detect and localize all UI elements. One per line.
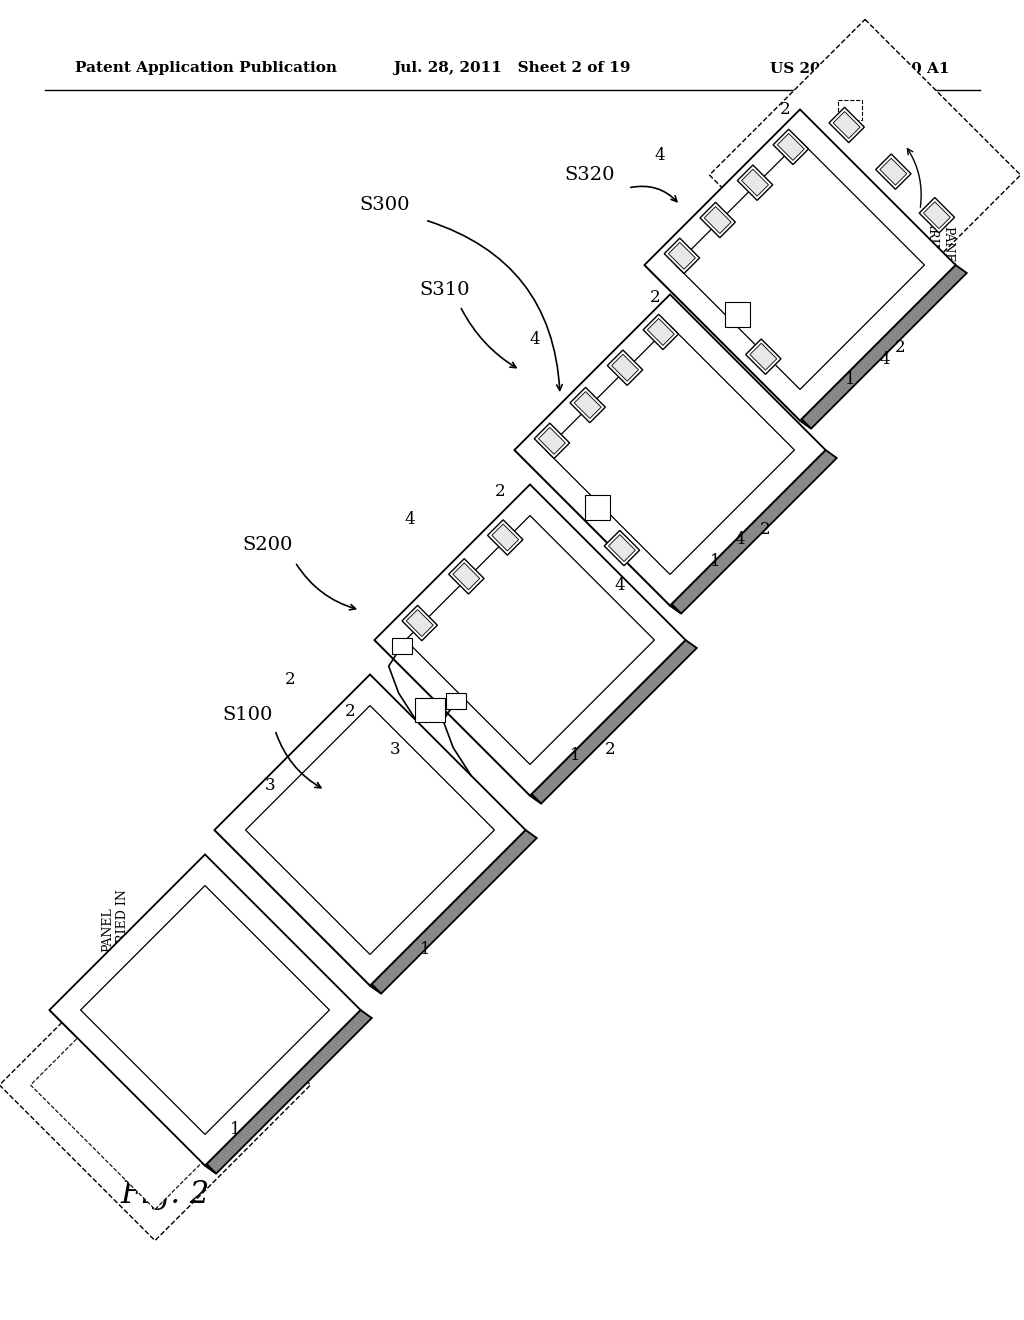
Polygon shape — [205, 1010, 372, 1173]
Polygon shape — [570, 387, 605, 422]
Text: 4: 4 — [529, 331, 541, 348]
Text: 2: 2 — [649, 289, 660, 306]
Text: US 2011/0180210 A1: US 2011/0180210 A1 — [770, 61, 950, 75]
Text: 3: 3 — [264, 776, 275, 793]
Text: Patent Application Publication: Patent Application Publication — [75, 61, 337, 75]
Polygon shape — [492, 524, 519, 550]
Polygon shape — [880, 158, 907, 185]
Polygon shape — [644, 265, 811, 429]
Polygon shape — [487, 520, 523, 556]
Text: 1: 1 — [229, 1122, 241, 1138]
Polygon shape — [49, 1010, 216, 1173]
Text: Fig. 2: Fig. 2 — [120, 1180, 209, 1210]
Text: 4: 4 — [614, 577, 626, 594]
Polygon shape — [446, 693, 466, 709]
Polygon shape — [375, 484, 685, 796]
Polygon shape — [924, 202, 950, 228]
Polygon shape — [31, 961, 280, 1209]
Polygon shape — [611, 354, 638, 381]
Polygon shape — [546, 326, 795, 574]
Polygon shape — [800, 265, 967, 429]
Text: 2: 2 — [345, 704, 355, 721]
Text: S100: S100 — [223, 706, 273, 723]
Text: 2: 2 — [285, 672, 295, 689]
Polygon shape — [604, 531, 640, 566]
Polygon shape — [402, 606, 437, 640]
Polygon shape — [644, 110, 955, 421]
Polygon shape — [676, 140, 925, 389]
Text: 1: 1 — [569, 747, 581, 763]
Polygon shape — [514, 450, 681, 614]
Polygon shape — [838, 100, 862, 120]
Polygon shape — [406, 516, 654, 764]
Polygon shape — [407, 610, 433, 636]
Polygon shape — [0, 929, 310, 1241]
Text: 2: 2 — [895, 338, 905, 355]
Text: 4: 4 — [880, 351, 890, 368]
Polygon shape — [777, 133, 804, 160]
Polygon shape — [49, 854, 360, 1166]
Text: Jul. 28, 2011   Sheet 2 of 19: Jul. 28, 2011 Sheet 2 of 19 — [393, 61, 631, 75]
Text: S300: S300 — [359, 195, 411, 214]
Polygon shape — [745, 339, 781, 375]
Polygon shape — [214, 675, 525, 986]
Text: 2: 2 — [495, 483, 505, 500]
Polygon shape — [123, 995, 147, 1015]
Text: 1: 1 — [420, 941, 430, 958]
Polygon shape — [741, 169, 768, 197]
Polygon shape — [214, 830, 381, 994]
Polygon shape — [737, 165, 773, 201]
Polygon shape — [449, 558, 484, 594]
Polygon shape — [670, 450, 837, 614]
Text: 2: 2 — [779, 102, 791, 119]
Polygon shape — [370, 830, 537, 994]
Text: PANEL
CARRIED OUT: PANEL CARRIED OUT — [926, 201, 954, 296]
Polygon shape — [391, 638, 412, 655]
Polygon shape — [535, 424, 569, 458]
Polygon shape — [608, 535, 635, 561]
Text: 2: 2 — [760, 521, 770, 539]
Polygon shape — [700, 202, 735, 238]
Polygon shape — [585, 495, 610, 520]
Text: 4: 4 — [404, 511, 416, 528]
Polygon shape — [514, 294, 825, 606]
Polygon shape — [710, 20, 1021, 330]
Polygon shape — [725, 302, 750, 327]
Polygon shape — [574, 392, 601, 418]
Text: 4: 4 — [734, 532, 745, 549]
Polygon shape — [643, 314, 679, 350]
Polygon shape — [81, 886, 330, 1134]
Text: S320: S320 — [565, 166, 615, 183]
Polygon shape — [829, 107, 864, 143]
Polygon shape — [246, 706, 495, 954]
Text: 1: 1 — [845, 371, 855, 388]
Text: 1: 1 — [710, 553, 720, 570]
Polygon shape — [705, 207, 731, 234]
Polygon shape — [750, 343, 777, 370]
Polygon shape — [665, 238, 699, 273]
Polygon shape — [607, 350, 643, 385]
Text: 2: 2 — [605, 742, 615, 759]
Polygon shape — [773, 129, 809, 165]
Polygon shape — [834, 112, 860, 139]
Text: S200: S200 — [243, 536, 293, 554]
Polygon shape — [647, 318, 674, 346]
Polygon shape — [539, 428, 565, 454]
Text: 4: 4 — [654, 147, 666, 164]
Polygon shape — [453, 562, 480, 590]
Text: PANEL
CARRIED IN: PANEL CARRIED IN — [101, 890, 129, 972]
Polygon shape — [375, 640, 542, 804]
Polygon shape — [920, 198, 954, 232]
Text: 3: 3 — [390, 742, 400, 759]
Polygon shape — [530, 640, 696, 804]
Text: S310: S310 — [420, 281, 470, 300]
Polygon shape — [876, 154, 911, 189]
Polygon shape — [669, 243, 695, 269]
Polygon shape — [415, 698, 445, 722]
